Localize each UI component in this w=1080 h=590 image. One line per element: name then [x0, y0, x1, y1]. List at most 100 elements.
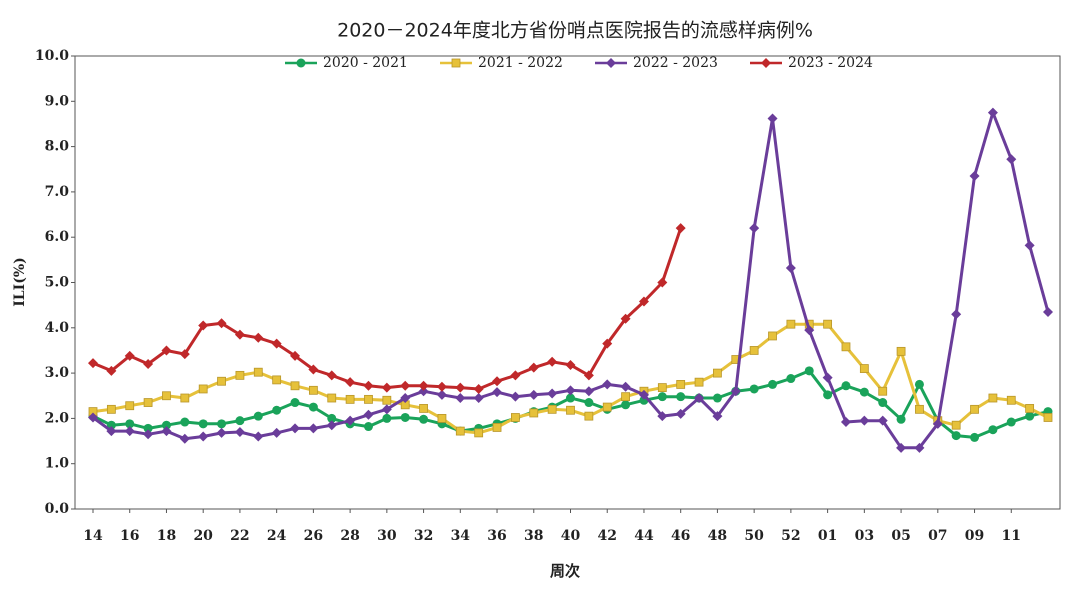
data-point [547, 356, 558, 367]
data-point [730, 386, 741, 397]
data-point [308, 402, 318, 412]
data-point [363, 409, 374, 420]
legend-label: 2022 - 2023 [633, 55, 718, 71]
data-point [565, 385, 576, 396]
data-point [914, 442, 925, 453]
data-point [180, 393, 190, 403]
data-point [528, 389, 539, 400]
data-point [363, 380, 374, 391]
data-point [308, 423, 319, 434]
data-point [602, 402, 612, 412]
data-point [363, 422, 373, 432]
data-point [290, 398, 300, 408]
x-tick-label: 38 [524, 528, 543, 544]
data-point [419, 414, 429, 424]
data-point [675, 223, 686, 234]
y-axis-label: ILI(%) [12, 257, 28, 307]
data-point [621, 400, 631, 410]
data-point [253, 367, 263, 377]
x-tick-label: 48 [708, 528, 727, 544]
series-line [92, 227, 683, 391]
data-point [235, 416, 245, 426]
y-tick-label: 9.0 [45, 93, 70, 109]
data-point [326, 370, 337, 381]
data-point [657, 277, 668, 288]
data-point [749, 384, 759, 394]
data-point [510, 370, 521, 381]
data-point [584, 398, 594, 408]
data-point [1025, 411, 1035, 421]
data-point [400, 393, 411, 404]
data-point [436, 381, 447, 392]
x-tick-label: 44 [634, 528, 654, 544]
data-point [143, 423, 153, 433]
x-tick-label: 36 [487, 528, 506, 544]
data-point [1006, 154, 1017, 165]
data-point [381, 404, 392, 415]
data-point [547, 388, 558, 399]
data-point [970, 404, 979, 414]
legend-label: 2020 - 2021 [323, 55, 408, 71]
data-point [583, 370, 594, 381]
data-point [786, 374, 796, 384]
data-point [290, 423, 301, 434]
data-point [253, 431, 264, 442]
data-point [565, 359, 576, 370]
data-point [382, 413, 392, 423]
data-point [492, 376, 503, 387]
x-tick-label: 32 [414, 528, 433, 544]
y-tick-label: 8.0 [45, 139, 70, 155]
data-point [878, 386, 888, 396]
data-point [143, 429, 154, 440]
data-point [272, 375, 282, 385]
data-point [290, 350, 301, 361]
data-point [106, 404, 116, 414]
data-point [455, 382, 466, 393]
data-point [308, 385, 318, 395]
x-tick-label: 34 [451, 528, 471, 544]
data-point [198, 320, 209, 331]
data-point [969, 171, 980, 182]
data-point [785, 263, 796, 274]
legend-marker [761, 58, 771, 68]
data-point [583, 386, 594, 397]
data-point [124, 350, 135, 361]
data-point [473, 393, 484, 404]
data-point [492, 423, 502, 432]
data-point [676, 380, 686, 389]
data-point [161, 420, 171, 430]
data-point [179, 349, 190, 360]
data-point [657, 392, 667, 402]
data-point [584, 411, 594, 421]
data-point [676, 392, 686, 402]
y-tick-label: 7.0 [45, 184, 70, 200]
data-point [436, 389, 447, 400]
x-tick-label: 40 [561, 528, 581, 544]
x-tick-label: 11 [1002, 528, 1021, 544]
data-point [675, 408, 686, 419]
x-tick-label: 52 [781, 528, 800, 544]
x-tick-label: 28 [340, 528, 359, 544]
data-point [621, 392, 630, 402]
data-point [988, 425, 998, 435]
data-point [620, 381, 631, 392]
data-point [327, 393, 337, 403]
data-point [1043, 306, 1053, 317]
data-point [345, 415, 356, 426]
data-point [896, 414, 906, 424]
data-point [529, 408, 539, 418]
data-point [88, 358, 98, 369]
data-point [473, 383, 484, 394]
data-point [308, 364, 319, 375]
x-tick-label: 20 [193, 528, 213, 544]
data-point [345, 394, 355, 404]
data-point [364, 394, 373, 404]
data-point [859, 415, 870, 426]
data-point [1043, 413, 1053, 422]
data-point [841, 342, 851, 352]
chart-title: 2020－2024年度北方省份哨点医院报告的流感样病例% [337, 20, 813, 42]
data-point [381, 382, 392, 393]
data-point [951, 420, 961, 430]
